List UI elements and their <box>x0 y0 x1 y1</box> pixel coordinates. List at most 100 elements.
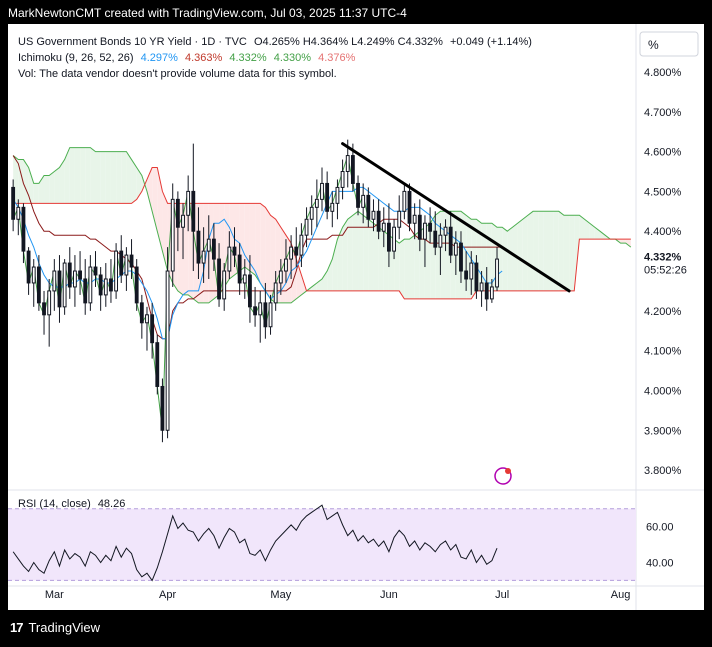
ichimoku-conversion-value: 4.297% <box>140 52 178 64</box>
leading-span-b-line <box>13 167 631 300</box>
candle-body-down <box>428 222 433 232</box>
cloud-segment-bearish <box>255 203 261 283</box>
candle-body-up <box>392 226 396 252</box>
cloud-segment-bullish <box>49 171 55 204</box>
time-tick-label: Jul <box>495 589 509 601</box>
candle <box>114 243 119 299</box>
price-scale-mode-button[interactable] <box>639 31 699 57</box>
candle-body-up <box>320 182 324 200</box>
cloud-segment-bearish <box>265 207 271 299</box>
countdown-label: 05:52:26 <box>644 264 687 276</box>
candle-body-up <box>186 190 191 216</box>
candle-body-up <box>371 210 376 220</box>
cloud-segment-bearish <box>146 167 153 212</box>
candle <box>325 171 330 220</box>
candle <box>417 199 422 252</box>
chart-svg[interactable]: 3.800%3.900%4.000%4.100%4.200%4.300%4.40… <box>8 24 704 610</box>
rsi-title: RSI (14, close) <box>18 498 91 510</box>
cloud-segment-bullish <box>126 151 132 204</box>
candle <box>150 302 155 359</box>
volume-note: Vol: The data vendor doesn't provide vol… <box>18 68 337 80</box>
indicator-icon-dot <box>505 468 511 474</box>
candle-body-down <box>263 302 268 328</box>
candle <box>448 211 453 264</box>
candle-body-down <box>134 266 139 304</box>
candle-body-up <box>62 262 67 308</box>
candle <box>387 203 391 268</box>
candle <box>42 290 46 335</box>
cloud-segment-bearish <box>260 203 266 291</box>
candle-body-down <box>83 278 88 304</box>
candle-body-down <box>196 230 201 264</box>
cloud-segment-bullish <box>121 151 127 204</box>
candle <box>299 223 304 268</box>
candle-body-up <box>330 202 335 212</box>
candle-body-down <box>211 238 216 260</box>
candle <box>381 207 386 248</box>
candle-body-up <box>206 238 211 252</box>
cloud-segment-bullish <box>28 167 34 204</box>
candle-body-down <box>448 226 453 256</box>
candle <box>145 306 149 351</box>
cloud-segment-bullish <box>74 147 81 204</box>
candle <box>248 255 252 323</box>
cloud-segment-bullish <box>414 231 420 299</box>
cloud-segment-bullish <box>373 223 379 291</box>
cloud-segment-bullish <box>553 211 559 291</box>
rsi-tick-label: 60.00 <box>646 522 674 534</box>
cloud-segment-bearish <box>296 259 302 299</box>
cloud-segment-bullish <box>311 282 317 291</box>
cloud-segment-bullish <box>363 215 369 291</box>
cloud-segment-bullish <box>584 219 590 240</box>
candle <box>139 294 144 339</box>
cloud-segment-bearish <box>625 239 631 248</box>
candle-body-up <box>273 282 278 304</box>
candle <box>253 286 257 327</box>
candle <box>237 243 242 295</box>
candle <box>160 378 165 443</box>
ichimoku-title: Ichimoku (9, 26, 52, 26) <box>18 52 134 64</box>
candle <box>191 143 196 272</box>
cloud-segment-bullish <box>440 211 446 299</box>
candle <box>474 255 479 299</box>
candle <box>489 278 494 303</box>
cloud-segment-bullish <box>574 215 580 291</box>
candle-body-down <box>350 155 355 184</box>
rsi-tick-label: 40.00 <box>646 558 674 570</box>
candle-body-down <box>57 270 62 308</box>
candle-body-up <box>309 206 314 220</box>
candle <box>433 211 438 256</box>
price-tick-label: 4.500% <box>644 186 682 198</box>
candles <box>11 139 499 443</box>
candle-body-up <box>114 250 119 292</box>
cloud-segment-bullish <box>337 227 343 291</box>
candle-body-down <box>356 182 360 208</box>
candle <box>78 251 82 295</box>
cloud-segment-bullish <box>44 175 50 204</box>
candle <box>258 290 263 343</box>
cloud-segment-bullish <box>131 159 137 204</box>
candle-body-up <box>402 190 407 212</box>
candle-body-down <box>366 194 371 220</box>
cloud-segment-bullish <box>90 147 96 204</box>
candle-body-down <box>150 314 155 344</box>
cloud-segment-bearish <box>239 203 245 272</box>
cloud-segment-bullish <box>80 147 86 204</box>
candle-body-up <box>278 270 283 284</box>
cloud-segment-bullish <box>322 271 328 291</box>
rsi-legend: RSI (14, close) 48.26 <box>18 498 129 510</box>
cloud-segment-bullish <box>136 167 142 200</box>
conversion-line <box>12 186 503 340</box>
candle-body-up <box>170 198 175 272</box>
cloud-segment-bullish <box>538 211 544 291</box>
candle <box>289 235 294 279</box>
candle <box>98 267 103 311</box>
candle <box>165 247 170 439</box>
ichimoku-span-b-value: 4.376% <box>318 52 356 64</box>
ichimoku-span-a-value: 4.330% <box>273 52 312 64</box>
candle-body-up <box>227 246 232 272</box>
candle <box>181 203 185 260</box>
cloud-segment-bearish <box>270 215 276 303</box>
cloud-segment-bullish <box>394 239 400 291</box>
candle-body-up <box>340 170 345 188</box>
